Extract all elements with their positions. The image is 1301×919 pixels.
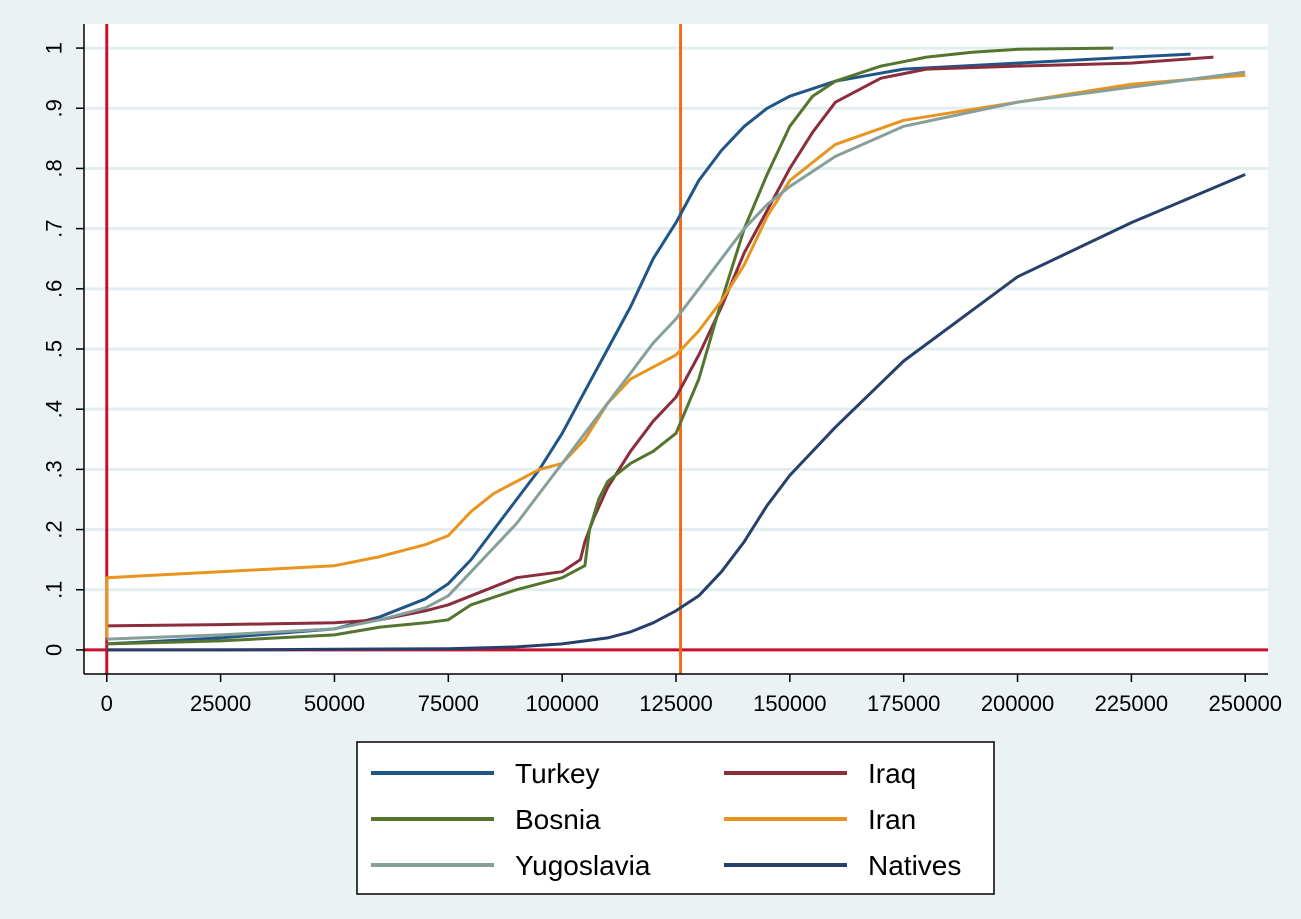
y-tick-label-3: .3 bbox=[42, 460, 67, 478]
y-tick-label-8: .8 bbox=[42, 159, 67, 177]
series-line-iraq bbox=[106, 55, 1214, 628]
y-tick-label-2: .2 bbox=[42, 520, 67, 538]
legend-label-bosnia: Bosnia bbox=[515, 804, 601, 835]
y-tick-label-6: .6 bbox=[42, 280, 67, 298]
series-line-bosnia bbox=[106, 46, 1114, 646]
grid-lines bbox=[84, 46, 1268, 652]
x-tick-label-2: 50000 bbox=[304, 691, 365, 716]
y-tick-label-4: .4 bbox=[42, 400, 67, 418]
legend-label-turkey: Turkey bbox=[515, 758, 600, 789]
legend-label-yugoslavia: Yugoslavia bbox=[515, 850, 651, 881]
series-line-iran bbox=[105, 73, 1246, 638]
x-tick-label-1: 25000 bbox=[190, 691, 251, 716]
legend-label-iran: Iran bbox=[868, 804, 916, 835]
series-line-turkey bbox=[106, 52, 1191, 646]
axes: 0 .1 .2 .3 .4 .5 .6 .7 .8 .9 1 0 25000 50000 75000 1000… bbox=[42, 24, 1282, 716]
y-tick-label-10: 1 bbox=[42, 42, 67, 54]
y-tick-label-0: 0 bbox=[42, 644, 67, 656]
legend-label-iraq: Iraq bbox=[868, 758, 916, 789]
series-line-natives bbox=[106, 173, 1246, 652]
series-line-yugoslavia bbox=[106, 70, 1246, 641]
x-tick-label-9: 225000 bbox=[1095, 691, 1168, 716]
legend: Turkey Iraq Bosnia Iran Yugoslavia Natives bbox=[356, 741, 995, 895]
x-tick-label-3: 75000 bbox=[418, 691, 479, 716]
y-tick-label-9: .9 bbox=[42, 99, 67, 117]
x-tick-label-6: 150000 bbox=[753, 691, 826, 716]
x-tick-label-8: 200000 bbox=[981, 691, 1054, 716]
x-tick-label-10: 250000 bbox=[1209, 691, 1282, 716]
y-tick-label-5: .5 bbox=[42, 340, 67, 358]
x-tick-label-5: 125000 bbox=[639, 691, 712, 716]
y-tick-label-7: .7 bbox=[42, 219, 67, 237]
y-tick-label-1: .1 bbox=[42, 581, 67, 599]
x-tick-label-4: 100000 bbox=[525, 691, 598, 716]
series-lines bbox=[105, 46, 1246, 652]
x-tick-label-0: 0 bbox=[101, 691, 113, 716]
legend-label-natives: Natives bbox=[868, 850, 961, 881]
x-tick-label-7: 175000 bbox=[867, 691, 940, 716]
